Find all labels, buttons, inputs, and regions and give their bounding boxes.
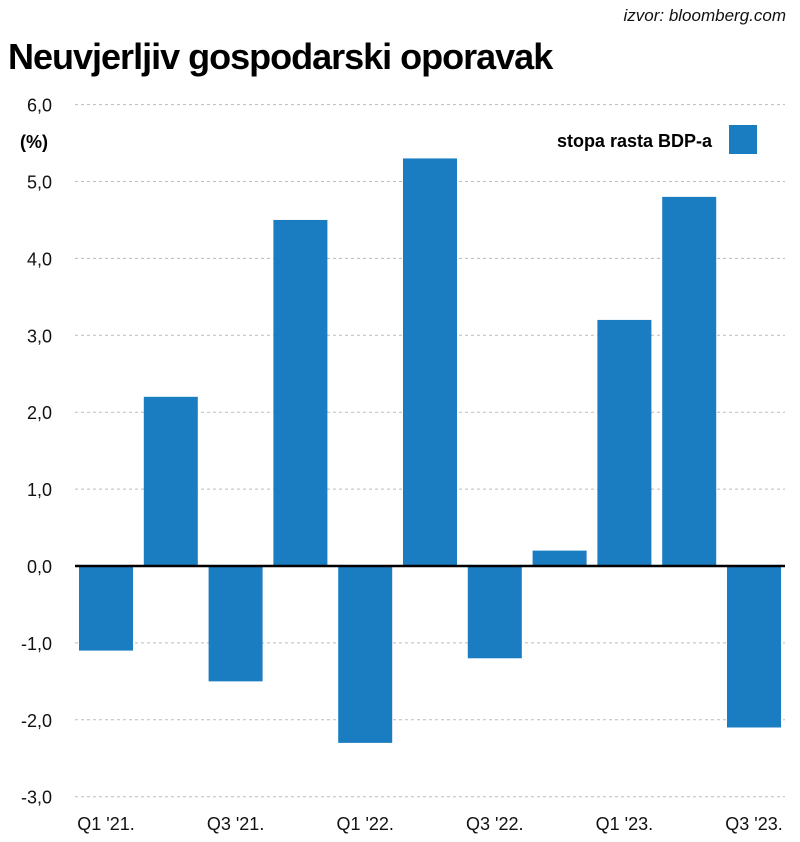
bar [662,196,717,566]
y-tick-label: -3,0 [21,788,52,808]
chart-title: Neuvjerljiv gospodarski oporavak [8,36,553,77]
x-tick-label: Q1 '23. [596,814,653,834]
bar [273,219,328,566]
y-tick-label: 4,0 [27,249,52,269]
legend-label: stopa rasta BDP-a [557,131,713,151]
bar [467,566,522,659]
bar [143,396,198,566]
y-tick-label: -1,0 [21,634,52,654]
bar [403,158,457,566]
bar [338,566,393,743]
bar [208,566,263,682]
x-tick-label: Q1 '22. [336,814,393,834]
x-tick-label: Q3 '22. [466,814,523,834]
bar [79,566,133,651]
legend: stopa rasta BDP-a [557,125,757,154]
y-axis-label: (%) [20,132,48,152]
x-tick-label: Q3 '21. [207,814,264,834]
x-tick-label: Q3 '23. [725,814,782,834]
legend-swatch [729,125,757,154]
y-tick-label: 6,0 [27,96,52,116]
bar [727,566,781,728]
y-tick-label: 3,0 [27,326,52,346]
y-tick-label: 5,0 [27,173,52,193]
x-tick-label: Q1 '21. [77,814,134,834]
y-tick-label: 2,0 [27,403,52,423]
y-tick-label: -2,0 [21,711,52,731]
y-tick-label: 0,0 [27,557,52,577]
bar [532,550,587,566]
bar [597,319,652,566]
source-note: izvor: bloomberg.com [623,6,786,25]
y-tick-label: 1,0 [27,480,52,500]
